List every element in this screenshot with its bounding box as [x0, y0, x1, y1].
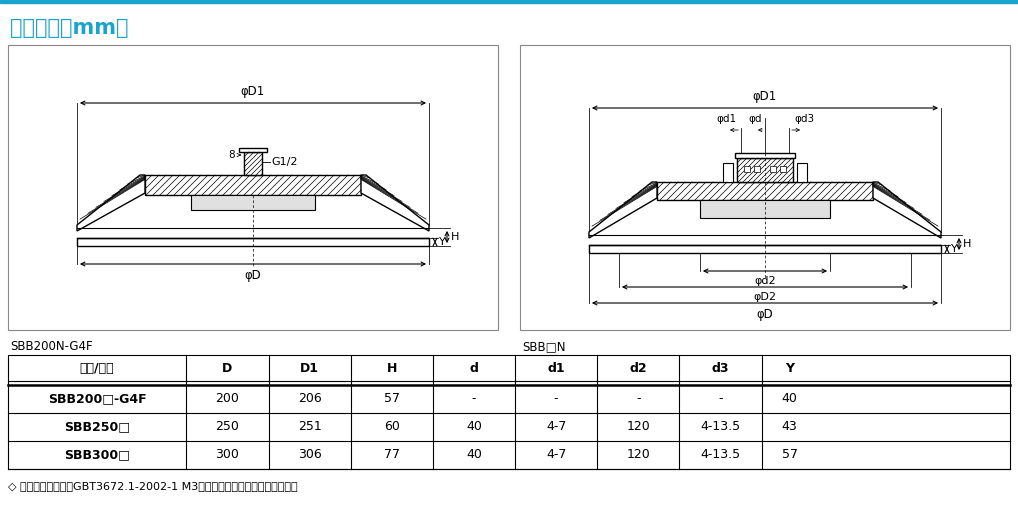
Text: Y: Y — [439, 237, 446, 247]
Bar — [770, 166, 776, 172]
Polygon shape — [361, 175, 429, 231]
Text: H: H — [451, 232, 459, 242]
Bar — [8, 355, 1010, 469]
Text: 43: 43 — [782, 421, 797, 433]
Text: 4-7: 4-7 — [546, 421, 566, 433]
Text: 206: 206 — [297, 392, 322, 405]
Bar — [520, 45, 1010, 330]
Text: SBB300□: SBB300□ — [64, 448, 130, 462]
Text: 300: 300 — [216, 448, 239, 462]
Bar — [754, 166, 760, 172]
Text: -: - — [636, 392, 640, 405]
Text: d3: d3 — [712, 362, 729, 374]
Text: 4-7: 4-7 — [546, 448, 566, 462]
Bar — [589, 245, 941, 253]
Text: 57: 57 — [782, 448, 797, 462]
Text: H: H — [963, 239, 971, 249]
Polygon shape — [77, 175, 145, 231]
Bar — [700, 200, 830, 218]
Text: D: D — [222, 362, 232, 374]
Bar — [239, 148, 267, 152]
Text: φD: φD — [244, 269, 262, 282]
Text: -: - — [554, 392, 558, 405]
Text: d: d — [469, 362, 478, 374]
Bar — [744, 166, 750, 172]
Bar — [191, 195, 315, 210]
Bar — [797, 163, 807, 182]
Text: 250: 250 — [216, 421, 239, 433]
Text: 77: 77 — [384, 448, 400, 462]
Text: φd2: φd2 — [754, 276, 776, 286]
Polygon shape — [873, 182, 941, 238]
Text: 4-13.5: 4-13.5 — [700, 421, 740, 433]
Text: 120: 120 — [626, 421, 651, 433]
Text: -: - — [471, 392, 476, 405]
Text: D1: D1 — [300, 362, 319, 374]
Text: φd1: φd1 — [716, 114, 736, 124]
Text: φd: φd — [748, 114, 761, 124]
Text: φD1: φD1 — [753, 90, 777, 103]
Text: -: - — [718, 392, 723, 405]
Text: SBB250□: SBB250□ — [64, 421, 130, 433]
Text: φD: φD — [756, 308, 774, 321]
Bar — [657, 182, 873, 200]
Bar — [737, 158, 793, 182]
Polygon shape — [589, 182, 657, 238]
Text: ◇ 注：尺寸公差符合GBT3672.1-2002-1 M3橡胶制品尺寸公差标准中的要求。: ◇ 注：尺寸公差符合GBT3672.1-2002-1 M3橡胶制品尺寸公差标准中… — [8, 481, 297, 491]
Text: H: H — [387, 362, 397, 374]
Bar — [244, 152, 262, 175]
Text: 8: 8 — [228, 150, 235, 160]
Text: 型号/尺寸: 型号/尺寸 — [79, 362, 114, 374]
Bar — [145, 175, 361, 195]
Text: φD1: φD1 — [241, 85, 265, 98]
Text: 4-13.5: 4-13.5 — [700, 448, 740, 462]
Text: SBB□N: SBB□N — [522, 340, 566, 353]
Bar — [77, 238, 429, 246]
Bar — [0, 0, 1018, 3]
Text: SBB200□-G4F: SBB200□-G4F — [48, 392, 147, 405]
Text: SBB200N-G4F: SBB200N-G4F — [10, 340, 93, 353]
Text: 306: 306 — [297, 448, 322, 462]
Bar — [723, 163, 733, 182]
Text: Y: Y — [785, 362, 794, 374]
Bar — [8, 45, 498, 330]
Text: Y: Y — [951, 244, 958, 254]
Text: φd3: φd3 — [794, 114, 814, 124]
Bar — [780, 166, 786, 172]
Text: 200: 200 — [216, 392, 239, 405]
Text: 40: 40 — [466, 421, 482, 433]
Text: d2: d2 — [629, 362, 647, 374]
Text: 120: 120 — [626, 448, 651, 462]
Text: d1: d1 — [548, 362, 565, 374]
Text: 251: 251 — [297, 421, 322, 433]
Text: φD2: φD2 — [753, 292, 777, 302]
Text: 40: 40 — [782, 392, 797, 405]
Text: 尺寸规格（mm）: 尺寸规格（mm） — [10, 18, 128, 38]
Text: 57: 57 — [384, 392, 400, 405]
Text: G1/2: G1/2 — [271, 157, 297, 167]
Bar — [735, 153, 795, 158]
Text: 60: 60 — [384, 421, 400, 433]
Text: 40: 40 — [466, 448, 482, 462]
